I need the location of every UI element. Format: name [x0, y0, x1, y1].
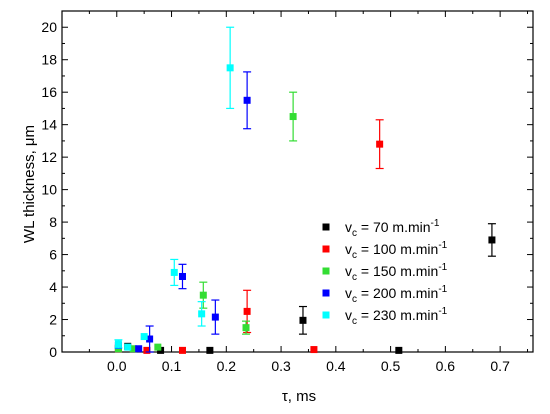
data-point	[376, 140, 384, 148]
x-tick-label: 0.4	[326, 358, 346, 374]
plot-area-border	[61, 10, 534, 353]
data-point	[310, 346, 318, 354]
legend: vc = 70 m.min-1vc = 100 m.min-1vc = 150 …	[322, 218, 448, 327]
data-marks	[114, 26, 496, 354]
y-tick-label: 16	[41, 84, 57, 100]
data-point	[243, 307, 251, 315]
data-point	[135, 345, 143, 353]
y-tick-label: 10	[41, 182, 57, 198]
data-point	[226, 64, 234, 72]
plot-frame	[61, 10, 534, 353]
data-point	[488, 236, 496, 244]
y-tick-label: 2	[49, 312, 57, 328]
data-point	[143, 346, 151, 354]
series--150-m-min	[114, 91, 298, 353]
legend-marker	[322, 245, 330, 253]
y-tick-label: 8	[49, 214, 57, 230]
data-point	[178, 346, 186, 354]
legend-label: vc = 200 m.min-1	[345, 284, 448, 305]
x-tick-label: 0.7	[490, 358, 510, 374]
data-point	[299, 316, 307, 324]
legend-label: vc = 230 m.min-1	[345, 306, 448, 327]
data-point	[154, 343, 162, 351]
y-tick-label: 4	[49, 279, 57, 295]
legend-marker	[322, 311, 330, 319]
x-tick-label: 0.6	[436, 358, 456, 374]
data-point	[124, 343, 132, 351]
x-tick-label: 0.1	[162, 358, 182, 374]
y-axis-label: WL thickness, μm	[21, 125, 38, 243]
legend-marker	[322, 267, 330, 275]
legend-marker	[322, 223, 330, 231]
series--230-m-min	[114, 26, 235, 351]
y-tick-label: 12	[41, 149, 57, 165]
y-tick-label: 18	[41, 52, 57, 68]
y-tick-label: 0	[49, 344, 57, 360]
x-tick-label: 0.3	[271, 358, 291, 374]
data-point	[129, 345, 137, 353]
series--100-m-min	[114, 119, 384, 354]
data-point	[198, 310, 206, 318]
x-tick-label: 0.0	[107, 358, 127, 374]
y-tick-label: 14	[41, 117, 57, 133]
legend-marker	[322, 289, 330, 297]
legend-label: vc = 70 m.min-1	[345, 218, 440, 239]
data-point	[146, 335, 154, 343]
data-point	[114, 340, 122, 348]
y-tick-label: 20	[41, 19, 57, 35]
legend-label: vc = 150 m.min-1	[345, 262, 448, 283]
data-point	[211, 313, 219, 321]
y-axis: 0 2 4 6 8 10 12 14 16 18 20	[41, 19, 533, 360]
x-tick-label: 0.5	[381, 358, 401, 374]
y-tick-label: 6	[49, 247, 57, 263]
legend-label: vc = 100 m.min-1	[345, 240, 448, 261]
data-point	[178, 272, 186, 280]
data-point	[199, 291, 207, 299]
data-point	[395, 346, 403, 354]
data-point	[140, 333, 148, 341]
series--200-m-min	[114, 71, 252, 353]
x-tick-label: 0.2	[217, 358, 237, 374]
data-point	[243, 96, 251, 104]
data-point	[289, 113, 297, 121]
data-point	[170, 268, 178, 276]
x-axis: 0.0 0.1 0.2 0.3 0.4 0.5 0.6 0.7	[88, 11, 529, 374]
data-point	[206, 346, 214, 354]
data-point	[242, 324, 250, 332]
x-axis-label: τ, ms	[282, 388, 316, 405]
